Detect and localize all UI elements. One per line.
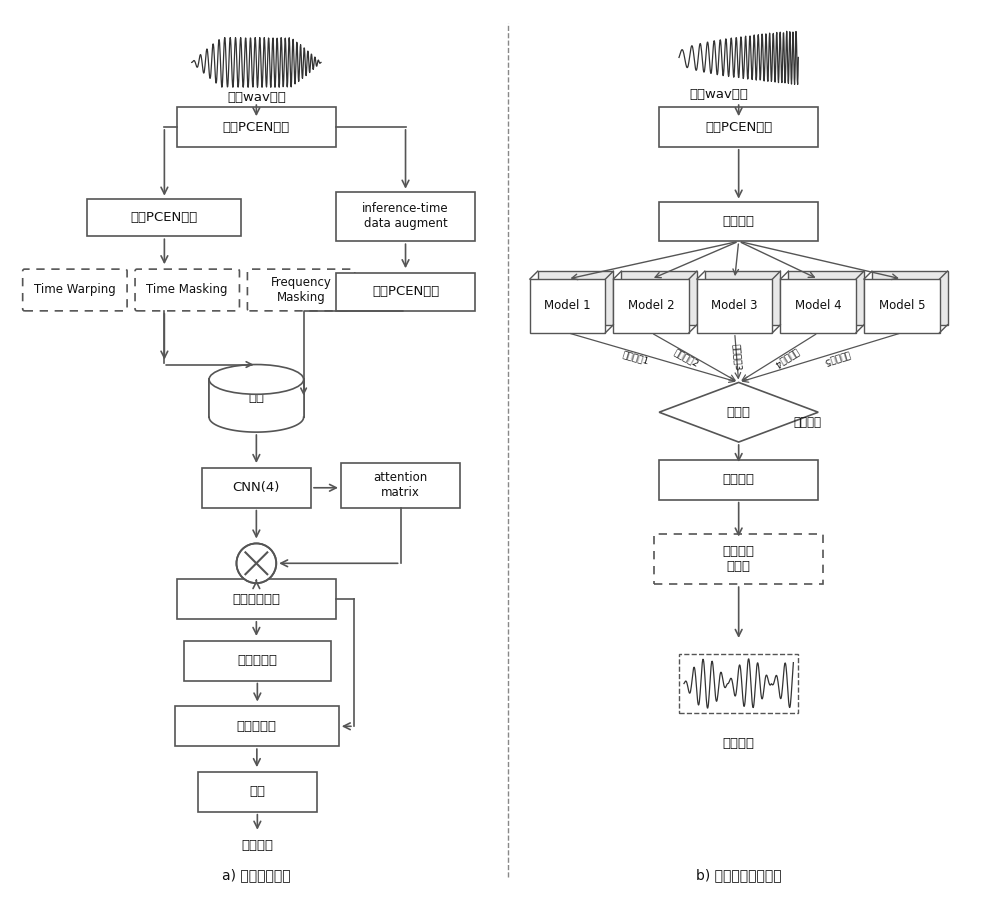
Bar <box>336 273 475 310</box>
Text: b) 声音事件检测阶段: b) 声音事件检测阶段 <box>696 868 781 882</box>
Bar <box>87 199 241 237</box>
Text: inference-time
data augment: inference-time data augment <box>362 202 449 230</box>
Ellipse shape <box>209 364 304 394</box>
Text: 预测结果: 预测结果 <box>241 839 273 852</box>
Circle shape <box>236 544 276 583</box>
Text: 相似度度量: 相似度度量 <box>237 720 277 733</box>
Text: CNN(4): CNN(4) <box>233 482 280 494</box>
Bar <box>341 463 460 508</box>
Text: 正例得分: 正例得分 <box>793 416 821 428</box>
Text: Time Warping: Time Warping <box>34 284 116 296</box>
Bar <box>175 706 339 746</box>
Text: Model 3: Model 3 <box>711 300 758 312</box>
Text: 提取PCEN特征: 提取PCEN特征 <box>223 121 290 133</box>
Text: 正例得分3: 正例得分3 <box>731 344 742 372</box>
Text: Frequency
Masking: Frequency Masking <box>271 276 332 304</box>
Text: 训练wav音频: 训练wav音频 <box>227 91 286 104</box>
Text: Time Masking: Time Masking <box>146 284 228 296</box>
Bar <box>679 653 798 714</box>
Text: 测试wav音频: 测试wav音频 <box>689 87 748 101</box>
Text: 检测结果: 检测结果 <box>723 737 755 750</box>
Bar <box>705 271 780 325</box>
Bar <box>788 271 864 325</box>
Bar <box>659 202 818 241</box>
Bar <box>613 279 689 333</box>
Bar <box>538 271 613 325</box>
Bar <box>654 535 823 584</box>
Text: 正例得分2: 正例得分2 <box>672 347 700 368</box>
Text: 高维特征向量: 高维特征向量 <box>232 592 280 606</box>
Bar <box>864 279 940 333</box>
Bar <box>659 107 818 147</box>
Text: 正例得分1: 正例得分1 <box>622 349 650 365</box>
Bar <box>659 460 818 500</box>
Text: 取平均: 取平均 <box>727 406 751 419</box>
Bar <box>202 468 311 508</box>
Text: attention
matrix: attention matrix <box>373 472 428 500</box>
Polygon shape <box>659 382 818 442</box>
Bar <box>198 772 317 812</box>
Bar <box>184 641 331 680</box>
Text: 计算类原型: 计算类原型 <box>237 654 277 667</box>
Bar <box>872 271 948 325</box>
Bar <box>621 271 697 325</box>
Text: 所有
数据: 所有 数据 <box>248 376 264 404</box>
Bar <box>697 279 772 333</box>
Text: a) 模型训练阶段: a) 模型训练阶段 <box>222 868 291 882</box>
Text: 提取PCEN特征: 提取PCEN特征 <box>705 121 772 133</box>
Bar <box>336 192 475 241</box>
Text: 分类: 分类 <box>249 786 265 798</box>
Bar <box>177 580 336 619</box>
Text: Model 2: Model 2 <box>628 300 674 312</box>
FancyBboxPatch shape <box>23 269 127 310</box>
Text: Model 1: Model 1 <box>544 300 591 312</box>
Bar <box>177 107 336 147</box>
Text: Model 5: Model 5 <box>879 300 925 312</box>
Bar <box>780 279 856 333</box>
Bar <box>530 279 605 333</box>
Text: 中值滤波: 中值滤波 <box>723 473 755 486</box>
Text: 分割片段: 分割片段 <box>723 215 755 228</box>
Text: 正例得分5: 正例得分5 <box>822 349 851 366</box>
FancyBboxPatch shape <box>135 269 239 310</box>
Text: 正例得分4: 正例得分4 <box>773 346 800 369</box>
Text: 截取PCEN特征: 截取PCEN特征 <box>131 211 198 224</box>
Text: 截取PCEN特征: 截取PCEN特征 <box>372 285 439 299</box>
Bar <box>209 380 304 418</box>
Text: 峰值挑选
后处理: 峰值挑选 后处理 <box>723 545 755 573</box>
Text: Model 4: Model 4 <box>795 300 842 312</box>
FancyBboxPatch shape <box>247 269 355 310</box>
